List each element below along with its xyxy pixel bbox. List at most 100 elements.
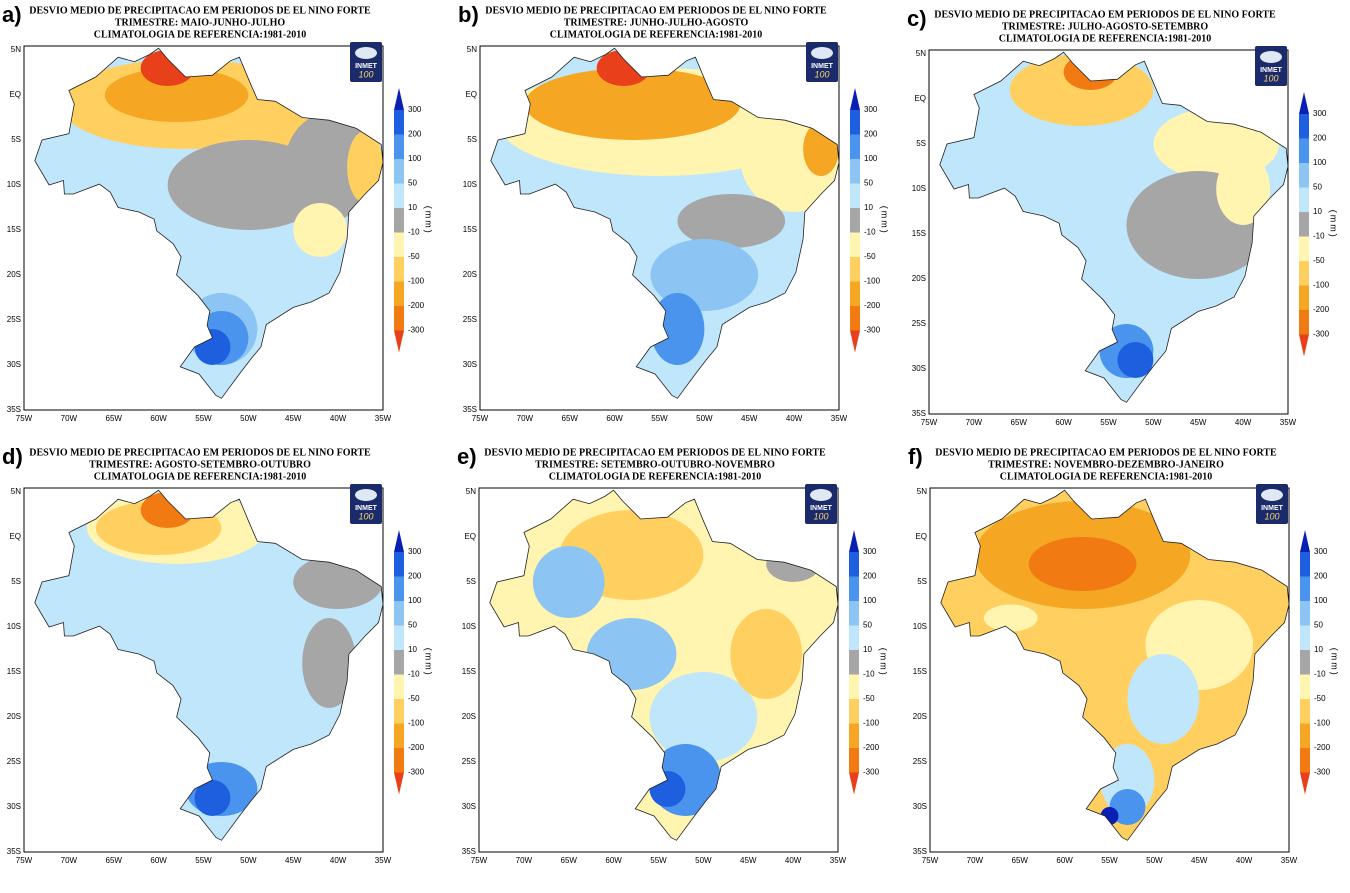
colorbar-label: -300	[1313, 330, 1330, 339]
y-tick-label: 35S	[7, 847, 21, 856]
panel-letter: c)	[907, 6, 927, 31]
colorbar-top	[394, 530, 404, 552]
x-tick-label: 55W	[1100, 418, 1117, 427]
colorbar-label: -200	[1313, 305, 1330, 314]
colorbar-bin	[1299, 310, 1309, 335]
colorbar-label: 100	[864, 154, 878, 163]
anomaly-region	[302, 618, 357, 708]
colorbar-bin	[850, 110, 860, 135]
y-tick-label: 20S	[912, 274, 926, 283]
colorbar-label: 50	[1314, 621, 1323, 630]
x-tick-label: 50W	[240, 856, 257, 865]
y-tick-label: 25S	[7, 757, 21, 766]
y-tick-label: 10S	[913, 622, 927, 631]
y-tick-label: 15S	[7, 225, 21, 234]
y-tick-label: EQ	[9, 90, 21, 99]
colorbar-label: 200	[1313, 134, 1327, 143]
colorbar-label: 200	[408, 130, 422, 139]
map-panel: e) DESVIO MEDIO DE PRECIPITACAO EM PERIOD…	[457, 444, 889, 865]
colorbar-label: 50	[1313, 183, 1322, 192]
x-tick-label: 40W	[1235, 418, 1252, 427]
y-tick-label: 5S	[916, 139, 926, 148]
x-tick-label: 65W	[562, 414, 579, 423]
colorbar-unit: (mm)	[1330, 648, 1340, 677]
logo-years: 100	[1264, 511, 1279, 521]
y-tick-label: 25S	[463, 315, 477, 324]
x-tick-label: 60W	[150, 414, 167, 423]
x-tick-label: 70W	[517, 414, 534, 423]
colorbar-bin	[394, 699, 404, 724]
colorbar-label: -50	[1313, 256, 1325, 265]
colorbar-bin	[394, 257, 404, 282]
panel-title: CLIMATOLOGIA DE REFERENCIA:1981-2010	[94, 29, 306, 40]
y-tick-label: 5N	[11, 487, 21, 496]
colorbar-bin	[394, 134, 404, 159]
y-tick-label: EQ	[915, 532, 927, 541]
colorbar-label: -10	[1313, 232, 1325, 241]
colorbar-label: 100	[408, 596, 422, 605]
colorbar-label: 300	[1314, 547, 1328, 556]
colorbar-bottom	[1299, 334, 1309, 357]
x-tick-label: 55W	[650, 856, 667, 865]
y-tick-label: 5S	[467, 135, 477, 144]
x-tick-label: 45W	[1190, 418, 1207, 427]
colorbar-bin	[850, 183, 860, 208]
y-tick-label: 10S	[462, 622, 476, 631]
colorbar-label: -50	[1314, 694, 1326, 703]
x-tick-label: 55W	[651, 414, 668, 423]
x-tick-label: 35W	[1280, 418, 1297, 427]
colorbar-bin	[1299, 236, 1309, 261]
x-tick-label: 60W	[606, 414, 623, 423]
colorbar-bin	[1300, 552, 1310, 577]
y-tick-label: 35S	[462, 847, 476, 856]
colorbar-bin	[1299, 212, 1309, 237]
colorbar-bin	[849, 601, 859, 626]
x-tick-label: 60W	[1055, 418, 1072, 427]
x-tick-label: 60W	[1056, 856, 1073, 865]
colorbar-bin	[394, 306, 404, 331]
x-tick-label: 75W	[16, 856, 33, 865]
colorbar-bin	[394, 723, 404, 748]
colorbar-bin	[1299, 163, 1309, 188]
logo-years: 100	[1263, 73, 1278, 83]
colorbar-label: 200	[863, 572, 877, 581]
x-tick-label: 70W	[966, 418, 983, 427]
colorbar-label: 10	[863, 645, 872, 654]
colorbar-bin	[850, 257, 860, 282]
x-tick-label: 65W	[106, 856, 123, 865]
colorbar-bin	[850, 208, 860, 233]
y-tick-label: 5N	[917, 487, 927, 496]
anomaly-region	[284, 113, 375, 221]
y-tick-label: 10S	[912, 184, 926, 193]
map-panel: f) DESVIO MEDIO DE PRECIPITACAO EM PERIOD…	[908, 444, 1340, 865]
colorbar: 300 200 100 50 10 -10 -50 -100 -200 -300 (mm)	[1300, 530, 1340, 795]
panel-title: DESVIO MEDIO DE PRECIPITACAO EM PERIODOS…	[29, 447, 371, 458]
panel-letter: f)	[908, 444, 923, 469]
colorbar-label: -300	[864, 326, 881, 335]
y-tick-label: 10S	[7, 180, 21, 189]
y-tick-label: EQ	[9, 532, 21, 541]
y-tick-label: 5N	[11, 45, 21, 54]
colorbar-label: -100	[1313, 281, 1330, 290]
x-tick-label: 70W	[61, 856, 78, 865]
colorbar-bin	[1300, 699, 1310, 724]
x-tick-label: 55W	[1101, 856, 1118, 865]
colorbar-label: -100	[863, 719, 880, 728]
y-tick-label: 10S	[7, 622, 21, 631]
x-tick-label: 40W	[330, 414, 347, 423]
panel-title: DESVIO MEDIO DE PRECIPITACAO EM PERIODOS…	[934, 9, 1276, 20]
x-tick-label: 40W	[330, 856, 347, 865]
y-tick-label: 15S	[912, 229, 926, 238]
colorbar-label: -100	[408, 277, 425, 286]
panel-letter: d)	[2, 444, 23, 469]
colorbar-label: 300	[408, 105, 422, 114]
anomaly-region	[1117, 342, 1154, 378]
x-tick-label: 40W	[1236, 856, 1253, 865]
panel-title: TRIMESTRE: SETEMBRO-OUTUBRO-NOVEMBRO	[535, 459, 775, 470]
colorbar-bin	[1300, 601, 1310, 626]
